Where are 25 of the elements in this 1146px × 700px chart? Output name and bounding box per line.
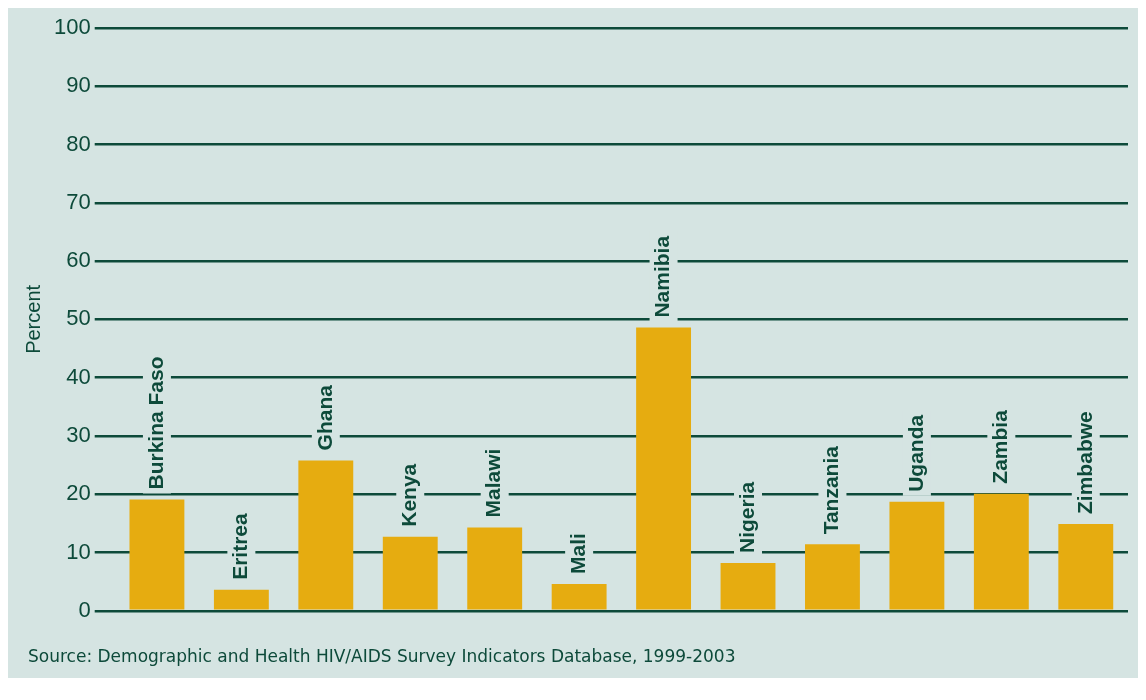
y-tick-label: 50 xyxy=(66,305,91,331)
y-tick-label: 40 xyxy=(66,363,91,389)
x-tick-label: Mali xyxy=(565,533,589,574)
x-tick-label: Namibia xyxy=(650,235,674,318)
x-tick-label: Nigeria xyxy=(734,481,758,554)
x-tick-label: Kenya xyxy=(397,463,421,527)
y-tick-label: 90 xyxy=(66,72,91,98)
x-tick-label: Burkina Faso xyxy=(143,356,167,490)
x-tick-label: Eritrea xyxy=(228,512,252,580)
y-tick-label: 0 xyxy=(78,596,91,622)
y-tick-label: 60 xyxy=(66,247,91,273)
y-tick-label: 30 xyxy=(66,422,91,448)
x-tick-label: Ghana xyxy=(312,384,336,451)
source-note: Source: Demographic and Health HIV/AIDS Survey Indicators Database, 1999-2003 xyxy=(27,645,737,668)
y-tick-label: 70 xyxy=(66,188,91,214)
y-tick-label: 80 xyxy=(66,130,91,156)
y-axis-title: Percent xyxy=(21,284,44,354)
x-tick-label: Zimbabwe xyxy=(1072,411,1096,514)
y-tick-label: 20 xyxy=(66,480,91,506)
x-tick-label: Tanzania xyxy=(819,445,843,535)
y-tick-label: 10 xyxy=(66,538,91,564)
x-tick-label: Zambia xyxy=(988,409,1012,484)
x-tick-label: Uganda xyxy=(903,414,927,492)
y-tick-label: 100 xyxy=(53,14,91,40)
x-tick-label: Malawi xyxy=(481,448,505,518)
